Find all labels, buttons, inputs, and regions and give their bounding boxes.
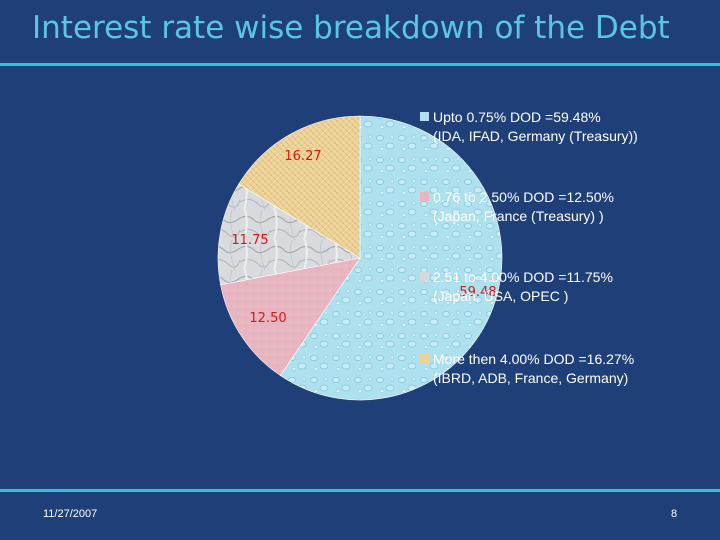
slide-title: Interest rate wise breakdown of the Debt [32,10,670,46]
legend-swatch [420,354,429,363]
pie-slice [217,183,361,286]
pie-slice [220,257,361,376]
pie-slice [279,115,503,401]
slice-value-label: 16.27 [284,149,321,164]
title-divider [0,63,720,66]
legend-label: More then 4.00% DOD =16.27% [433,351,635,367]
legend-label: 0.76 to 2.50% DOD =12.50% [433,189,614,205]
legend-swatch [420,192,429,201]
legend-sublabel: (Japan, France (Treasury) ) [433,208,604,224]
footer-divider [0,489,720,492]
slice-value-label: 59.48 [459,285,496,300]
legend-sublabel: (Japan, USA, OPEC ) [433,288,569,304]
footer-date: 11/27/2007 [43,508,98,520]
legend-sublabel: (IDA, IFAD, Germany (Treasury)) [433,128,638,144]
page-number: 8 [671,508,678,520]
slice-value-label: 11.75 [231,233,268,248]
legend-swatch [420,112,429,121]
legend-label: Upto 0.75% DOD =59.48% [433,109,601,125]
pie-slice [238,115,361,259]
slice-value-label: 12.50 [249,311,286,326]
legend-swatch [420,272,429,281]
legend-label: 2.51 to 4.00% DOD =11.75% [433,269,613,285]
legend-sublabel: (IBRD, ADB, France, Germany) [433,370,629,386]
